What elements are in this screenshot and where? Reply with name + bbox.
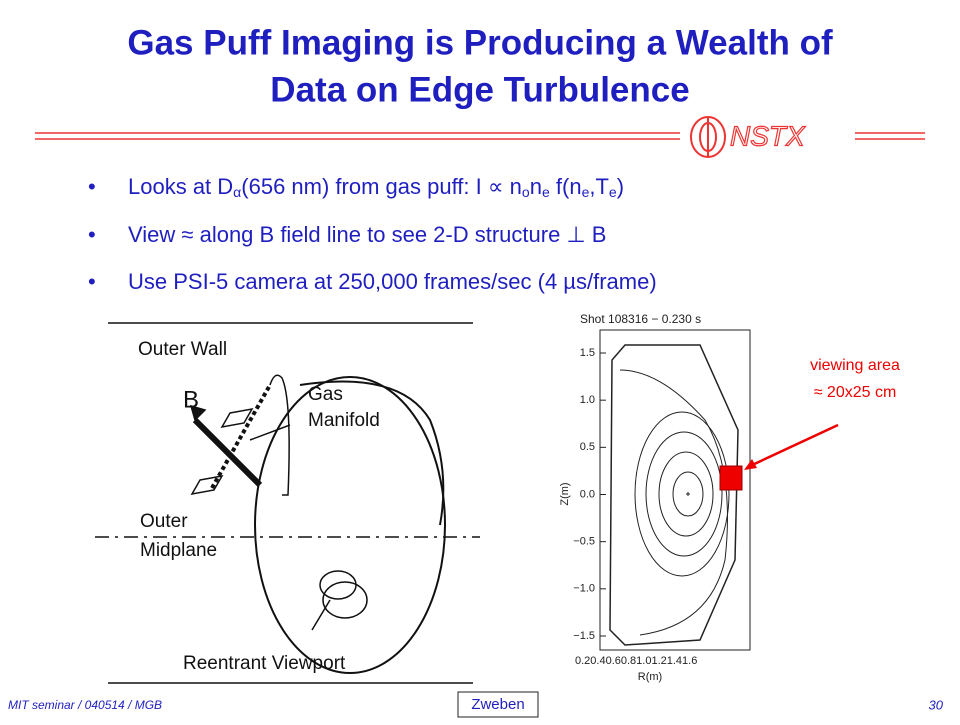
text: ,T: [589, 174, 609, 199]
sub: e: [542, 184, 550, 200]
sub: e: [609, 184, 617, 200]
label: B: [183, 386, 199, 413]
rule: [35, 132, 925, 140]
title-line: Data on Edge Turbulence: [270, 70, 689, 109]
bullet: View ≈ along B field line to see 2-D str…: [128, 222, 606, 247]
label: Outer: [140, 511, 188, 532]
footer-box: [457, 691, 539, 718]
annotation: viewing area: [810, 357, 900, 374]
bullets: • Looks at Dα(656 nm) from gas puff: I ∝…: [88, 174, 657, 294]
text: ): [617, 174, 624, 199]
y-tick-label: −1.0: [573, 583, 595, 595]
diagram: [95, 322, 480, 684]
title-line: Gas Puff Imaging is Producing a Wealth o…: [127, 23, 833, 62]
label: Midplane: [140, 540, 217, 561]
bullet-dot: •: [88, 222, 96, 247]
text: (656 nm) from gas puff: I ∝ n: [241, 174, 522, 199]
label: Manifold: [308, 410, 380, 431]
sub: α: [233, 184, 241, 200]
y-tick-label: −1.5: [573, 630, 595, 642]
y-tick-label: 1.0: [580, 394, 595, 406]
footer-center: Zweben: [471, 696, 524, 713]
y-tick-label: 1.5: [580, 347, 595, 359]
text: n: [530, 174, 542, 199]
sub: e: [582, 184, 590, 200]
x-label: R(m): [638, 671, 662, 683]
annotation: ≈ 20x25 cm: [814, 384, 897, 401]
y-label: Z(m): [559, 482, 571, 505]
sub: o: [522, 184, 530, 200]
logo-text: NSTX: [730, 120, 806, 151]
bullet: Looks at Dα(656 nm) from gas puff: I ∝ n…: [128, 174, 624, 200]
arrow-head: [744, 459, 757, 470]
y-tick-label: 0.5: [580, 441, 595, 453]
bullet-dot: •: [88, 269, 96, 294]
label: Gas: [308, 384, 343, 405]
x-tick-labels: 0.20.40.60.81.01.21.41.6: [575, 655, 697, 667]
y-tick-label: −0.5: [573, 536, 595, 548]
footer-left: MIT seminar / 040514 / MGB: [8, 698, 162, 712]
plot-title: Shot 108316 − 0.230 s: [580, 312, 701, 326]
page-number: 30: [929, 697, 944, 712]
text: f(n: [550, 174, 582, 199]
y-tick-label: 0.0: [580, 488, 595, 500]
bullet-dot: •: [88, 174, 96, 199]
text: Looks at D: [128, 174, 233, 199]
bullet: Use PSI-5 camera at 250,000 frames/sec (…: [128, 269, 657, 294]
logo: [690, 116, 726, 158]
arrow: [749, 423, 839, 468]
label: Reentrant Viewport: [183, 653, 346, 674]
label: Outer Wall: [138, 339, 227, 360]
viewing-area: [719, 465, 743, 491]
